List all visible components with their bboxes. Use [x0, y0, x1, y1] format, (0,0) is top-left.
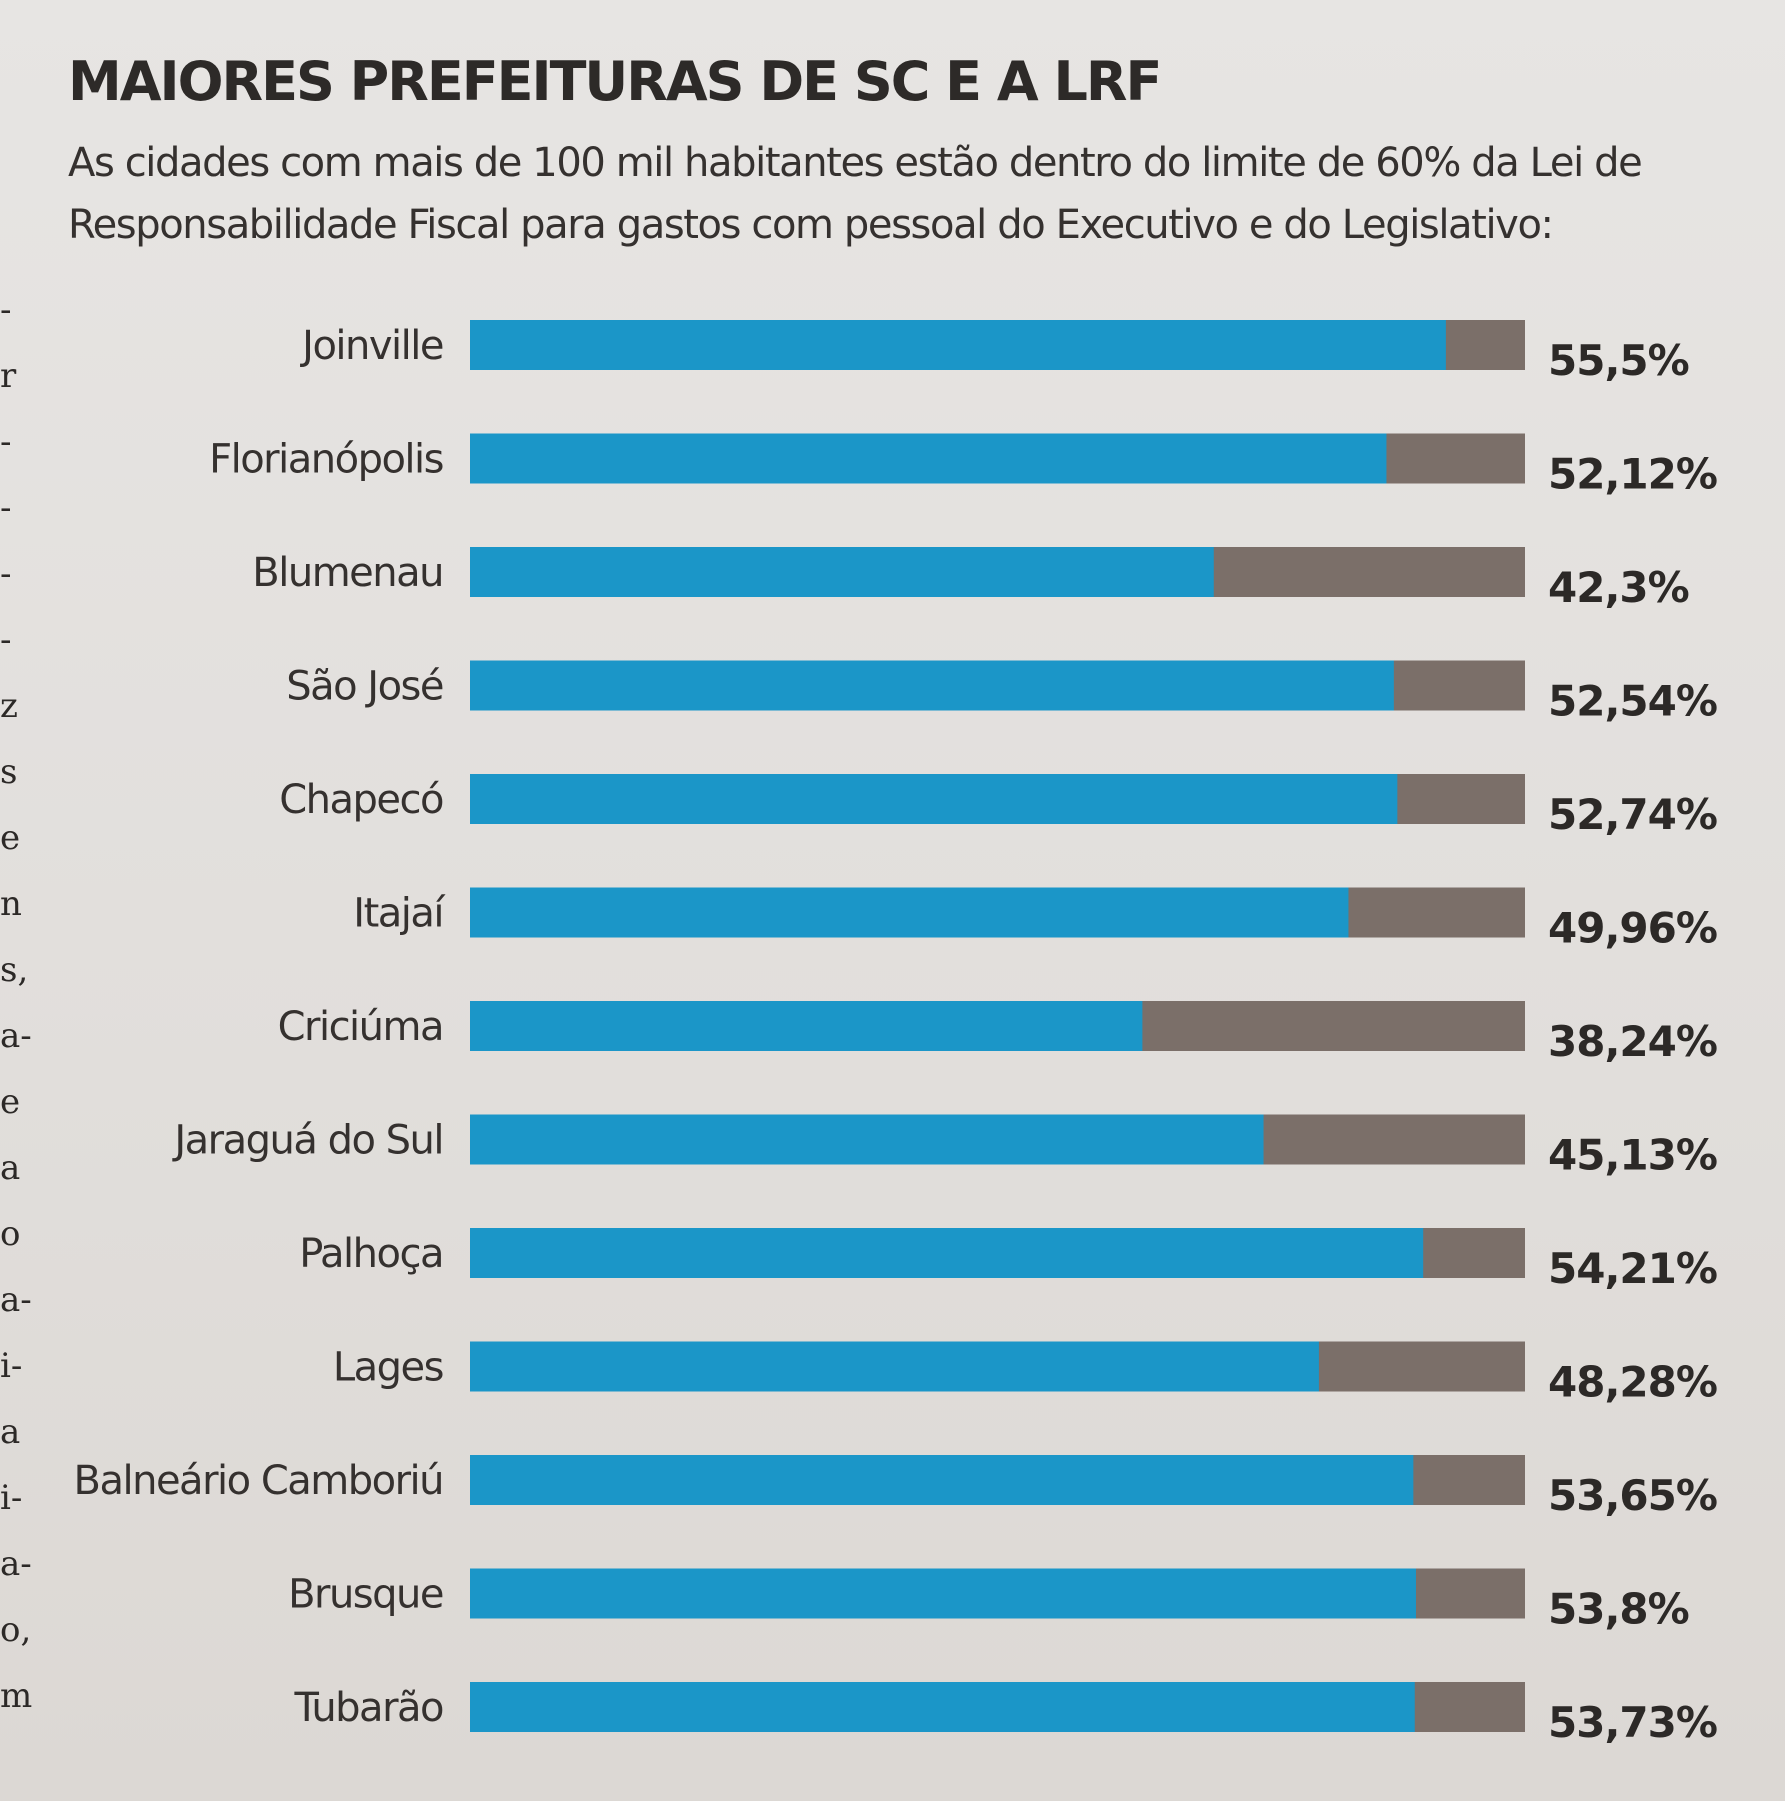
value-bar [470, 547, 1214, 597]
value-label: 53,65% [1548, 1471, 1717, 1520]
margin-text-fragment: a [0, 1148, 21, 1188]
margin-text-fragment: r [0, 356, 17, 396]
value-bar [470, 887, 1349, 938]
bar-row: Blumenau 42,3% [252, 547, 1690, 612]
value-bar [470, 320, 1446, 370]
value-bar [470, 774, 1398, 824]
category-label: Palhoça [299, 1231, 443, 1277]
value-bar [470, 1455, 1414, 1505]
bar-row: Itajaí 49,96% [353, 887, 1718, 953]
category-label: Joinville [299, 323, 443, 369]
margin-text-fragment: m [0, 1676, 33, 1716]
margin-text-fragment: e [0, 818, 21, 858]
value-label: 55,5% [1548, 336, 1689, 385]
value-label: 53,73% [1548, 1698, 1717, 1747]
value-label: 42,3% [1548, 563, 1689, 612]
bar-row: Tubarão 53,73% [293, 1682, 1718, 1747]
value-label: 52,74% [1548, 790, 1717, 839]
value-label: 52,54% [1548, 677, 1717, 726]
margin-text-fragment: a- [0, 1544, 32, 1584]
margin-text-fragment: o, [0, 1610, 32, 1650]
category-label: Jaraguá do Sul [171, 1118, 443, 1164]
margin-text-fragment: a- [0, 1280, 32, 1320]
bar-row: Balneário Camboriú 53,65% [74, 1455, 1718, 1520]
margin-text-fragment: e [0, 1082, 21, 1122]
category-label: Chapecó [279, 777, 443, 823]
bar-row: Chapecó 52,74% [279, 774, 1718, 839]
category-label: Brusque [288, 1572, 443, 1618]
category-label: São José [286, 664, 443, 710]
margin-text-fragment: - [0, 554, 12, 594]
value-label: 38,24% [1548, 1017, 1717, 1066]
value-label: 45,13% [1548, 1131, 1717, 1180]
value-label: 54,21% [1548, 1244, 1717, 1293]
category-label: Florianópolis [209, 437, 443, 483]
value-bar [470, 1001, 1143, 1051]
value-bar [470, 660, 1394, 711]
bar-row: Brusque 53,8% [288, 1568, 1690, 1634]
bar-row: Florianópolis 52,12% [209, 433, 1718, 499]
margin-text-fragment: s [0, 752, 18, 792]
margin-text-fragment: s, [0, 950, 29, 990]
margin-text-fragment: i- [0, 1346, 23, 1386]
value-bar [470, 1228, 1424, 1278]
bar-row: Criciúma 38,24% [278, 1001, 1718, 1066]
value-bar [470, 1682, 1415, 1732]
value-label: 48,28% [1548, 1358, 1717, 1407]
margin-text-fragment: - [0, 422, 12, 462]
value-label: 53,8% [1548, 1585, 1689, 1634]
value-bar [470, 1568, 1416, 1619]
margin-text-fragment: - [0, 290, 12, 330]
category-label: Itajaí [353, 891, 446, 937]
margin-text-fragment: z [0, 686, 18, 726]
bar-row: Jaraguá do Sul 45,13% [171, 1114, 1718, 1180]
margin-text-fragment: a [0, 1412, 21, 1452]
margin-text-fragment: n [0, 884, 22, 924]
value-bar [470, 1114, 1264, 1165]
value-bar [470, 433, 1387, 484]
value-label: 49,96% [1548, 904, 1717, 953]
bar-row: São José 52,54% [286, 660, 1718, 726]
category-label: Tubarão [293, 1685, 443, 1731]
margin-text-fragment: - [0, 620, 12, 660]
margin-text-fragment: o [0, 1214, 21, 1254]
value-bar [470, 1341, 1319, 1392]
chart-subtitle: As cidades com mais de 100 mil habitante… [68, 140, 1643, 248]
chart-title: MAIORES PREFEITURAS DE SC E A LRF [68, 50, 1162, 113]
category-label: Lages [333, 1345, 443, 1391]
category-label: Balneário Camboriú [74, 1458, 443, 1504]
margin-text-fragment: i- [0, 1478, 23, 1518]
bar-row: Lages 48,28% [333, 1341, 1718, 1407]
margin-text-fragment: - [0, 488, 12, 528]
category-label: Criciúma [278, 1004, 443, 1050]
bar-row: Palhoça 54,21% [299, 1228, 1718, 1293]
margin-text-fragment: a- [0, 1016, 32, 1056]
value-label: 52,12% [1548, 450, 1717, 499]
bar-row: Joinville 55,5% [299, 320, 1690, 385]
category-label: Blumenau [252, 550, 443, 596]
